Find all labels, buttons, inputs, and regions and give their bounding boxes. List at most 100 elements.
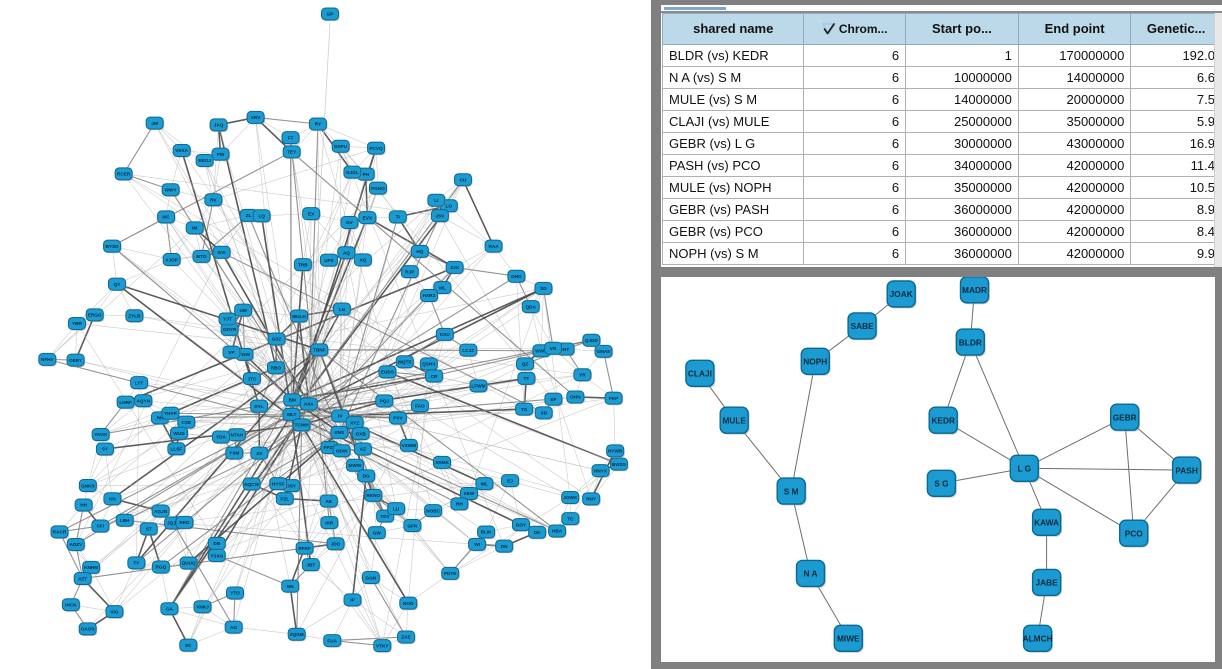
svg-text:NOPH: NOPH <box>803 356 827 366</box>
svg-text:GFN: GFN <box>407 523 418 528</box>
svg-text:MULE: MULE <box>722 415 746 425</box>
svg-text:WUD: WUD <box>173 431 185 436</box>
svg-text:LLSF: LLSF <box>170 447 182 452</box>
svg-text:GA: GA <box>166 606 174 611</box>
svg-text:EVX: EVX <box>363 215 373 220</box>
svg-text:LBH: LBH <box>120 518 130 523</box>
svg-text:RKNO: RKNO <box>366 493 380 498</box>
svg-text:BM: BM <box>289 398 296 403</box>
svg-text:NOBC: NOBC <box>426 508 440 513</box>
svg-text:CXE: CXE <box>181 420 191 425</box>
svg-text:OERY: OERY <box>69 358 83 363</box>
svg-text:DK: DK <box>534 530 541 535</box>
svg-text:ZYLB: ZYLB <box>128 313 141 318</box>
svg-text:DYL: DYL <box>254 404 264 409</box>
svg-text:TT: TT <box>523 376 529 381</box>
svg-text:RGQ: RGQ <box>156 565 167 570</box>
svg-text:GMAE: GMAE <box>596 349 610 354</box>
svg-text:KN: KN <box>109 496 116 501</box>
svg-text:XZT: XZT <box>78 576 87 581</box>
svg-text:NN: NN <box>287 584 294 589</box>
svg-text:XQ: XQ <box>360 258 367 263</box>
svg-text:PASH: PASH <box>1175 465 1197 475</box>
svg-text:HBA: HBA <box>552 529 563 534</box>
svg-text:QSHX: QSHX <box>422 362 436 367</box>
svg-text:S G: S G <box>934 478 948 488</box>
svg-text:YXM: YXM <box>229 451 239 456</box>
svg-text:OXB: OXB <box>356 431 367 436</box>
svg-text:UPZ: UPZ <box>324 258 334 263</box>
svg-text:EJ: EJ <box>507 478 513 483</box>
svg-text:HQ: HQ <box>416 249 423 254</box>
svg-text:RACR: RACR <box>53 530 67 535</box>
svg-text:MWW: MWW <box>348 463 361 468</box>
svg-text:HYSF: HYSF <box>272 481 285 486</box>
svg-text:DSY: DSY <box>286 483 297 488</box>
svg-text:DB: DB <box>213 541 220 546</box>
svg-text:SD: SD <box>540 286 547 291</box>
svg-text:XJOP: XJOP <box>165 257 178 262</box>
svg-text:LU: LU <box>393 506 400 511</box>
svg-text:LN: LN <box>339 307 346 312</box>
svg-text:ALMCH: ALMCH <box>1023 633 1053 643</box>
svg-text:ODW: ODW <box>336 448 348 453</box>
svg-text:HYWB: HYWB <box>608 449 623 454</box>
svg-text:TDY: TDY <box>380 514 390 519</box>
svg-text:LFWM: LFWM <box>471 384 485 389</box>
svg-text:NQCW: NQCW <box>244 482 259 487</box>
svg-text:CU: CU <box>460 177 467 182</box>
svg-text:OHN: OHN <box>570 395 581 400</box>
svg-text:WI: WI <box>474 542 480 547</box>
svg-text:TI: TI <box>396 215 400 220</box>
svg-text:LO: LO <box>446 204 453 209</box>
svg-text:ZQGM: ZQGM <box>290 632 304 637</box>
svg-text:VIG: VIG <box>110 609 118 614</box>
svg-text:JM: JM <box>151 121 158 126</box>
svg-text:MQTE: MQTE <box>398 359 412 364</box>
svg-text:YBR: YBR <box>72 321 83 326</box>
svg-text:AQYN: AQYN <box>137 398 151 403</box>
svg-text:BLIK: BLIK <box>481 530 493 535</box>
svg-text:RFKF: RFKF <box>298 546 311 551</box>
svg-text:DV: DV <box>346 220 353 225</box>
svg-text:LQ: LQ <box>258 214 265 219</box>
svg-text:IM: IM <box>192 226 197 231</box>
svg-text:LI: LI <box>434 198 438 203</box>
svg-text:EUDS: EUDS <box>381 370 394 375</box>
svg-text:LHRF: LHRF <box>119 400 132 405</box>
svg-text:YR: YR <box>579 372 586 377</box>
svg-text:CLAJI: CLAJI <box>688 368 712 378</box>
svg-text:GHG: GHG <box>511 274 522 279</box>
svg-text:JDD: JDD <box>331 542 341 547</box>
svg-text:ZAE: ZAE <box>401 635 410 640</box>
svg-text:XEW: XEW <box>464 491 475 496</box>
svg-text:BYSD: BYSD <box>106 244 120 249</box>
svg-text:TEY: TEY <box>287 150 297 155</box>
svg-text:ZX: ZX <box>256 451 263 456</box>
svg-text:PCO: PCO <box>1125 528 1144 538</box>
svg-text:AG: AG <box>230 625 237 630</box>
svg-text:JOAK: JOAK <box>890 289 913 299</box>
svg-text:AE: AE <box>325 499 332 504</box>
svg-text:SY: SY <box>102 447 109 452</box>
svg-text:SABE: SABE <box>851 321 875 331</box>
svg-text:GEBR: GEBR <box>1113 412 1137 422</box>
svg-text:ST: ST <box>146 527 152 532</box>
svg-text:L G: L G <box>1017 463 1031 473</box>
svg-text:MC: MC <box>162 215 170 220</box>
svg-text:PCVQ: PCVQ <box>369 146 383 151</box>
svg-text:YHYP: YHYP <box>164 411 177 416</box>
svg-text:NTAH: NTAH <box>231 432 244 437</box>
svg-text:KEDR: KEDR <box>931 415 955 425</box>
svg-text:VP: VP <box>228 350 234 355</box>
svg-text:WL: WL <box>481 481 488 486</box>
svg-text:IP: IP <box>350 598 354 603</box>
svg-text:PVV: PVV <box>393 416 403 421</box>
svg-text:ERGG: ERGG <box>88 313 102 318</box>
svg-text:RBO: RBO <box>271 365 282 370</box>
svg-text:HNYX: HNYX <box>594 468 608 473</box>
svg-text:MIWE: MIWE <box>837 633 860 643</box>
svg-text:CR: CR <box>431 374 438 379</box>
svg-text:NFHV: NFHV <box>41 357 55 362</box>
svg-text:GGN: GGN <box>366 575 377 580</box>
